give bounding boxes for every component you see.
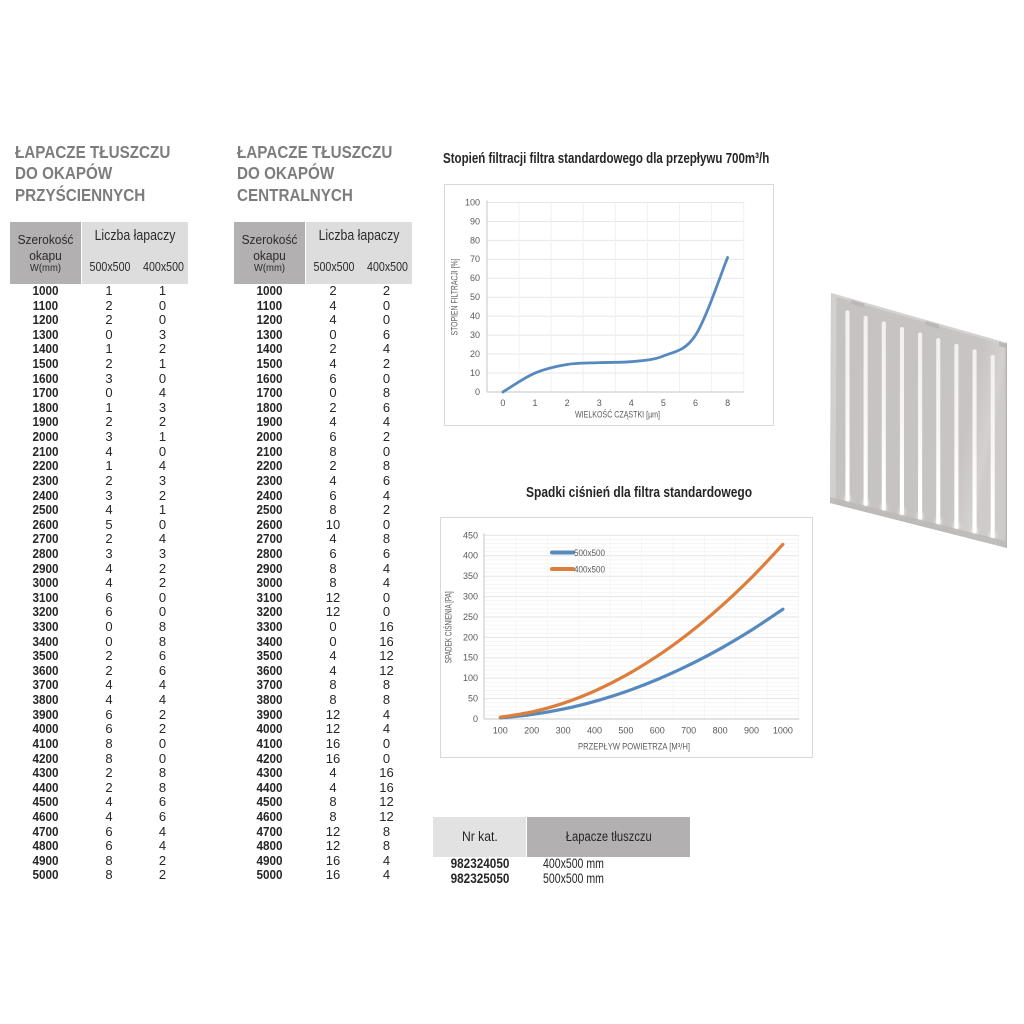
- svg-text:400: 400: [462, 551, 477, 561]
- svg-text:150: 150: [462, 653, 477, 663]
- svg-text:500: 500: [618, 726, 633, 736]
- svg-text:STOPIEŃ FILTRACJI [%]: STOPIEŃ FILTRACJI [%]: [449, 259, 459, 336]
- svg-text:50: 50: [469, 292, 479, 302]
- svg-text:10: 10: [469, 368, 479, 378]
- svg-text:6: 6: [692, 398, 697, 408]
- svg-text:400: 400: [586, 726, 601, 736]
- svg-text:5: 5: [660, 398, 665, 408]
- svg-text:90: 90: [469, 216, 479, 226]
- svg-text:100: 100: [492, 726, 507, 736]
- svg-text:80: 80: [469, 235, 479, 245]
- svg-text:600: 600: [649, 726, 664, 736]
- svg-text:450: 450: [462, 530, 477, 540]
- svg-text:250: 250: [462, 612, 477, 622]
- svg-text:4: 4: [628, 398, 633, 408]
- svg-text:800: 800: [712, 726, 727, 736]
- svg-text:700: 700: [681, 726, 696, 736]
- svg-text:100: 100: [464, 197, 479, 207]
- svg-text:3: 3: [596, 398, 601, 408]
- svg-text:300: 300: [555, 726, 570, 736]
- svg-text:500x500: 500x500: [574, 548, 605, 558]
- svg-text:100: 100: [462, 673, 477, 683]
- svg-text:350: 350: [462, 571, 477, 581]
- svg-text:0: 0: [474, 387, 479, 397]
- svg-text:200: 200: [462, 632, 477, 642]
- svg-text:900: 900: [743, 726, 758, 736]
- svg-text:300: 300: [462, 591, 477, 601]
- svg-text:PRZEPŁYW POWIETRZA [M³/H]: PRZEPŁYW POWIETRZA [M³/H]: [578, 742, 690, 752]
- svg-text:1000: 1000: [772, 726, 792, 736]
- svg-text:400x500: 400x500: [574, 565, 605, 575]
- svg-text:1: 1: [532, 398, 537, 408]
- svg-text:30: 30: [469, 330, 479, 340]
- svg-text:200: 200: [524, 726, 539, 736]
- svg-text:WIELKOŚĆ CZĄSTKI [µm]: WIELKOŚĆ CZĄSTKI [µm]: [575, 409, 660, 420]
- svg-text:0: 0: [472, 714, 477, 724]
- svg-text:2: 2: [564, 398, 569, 408]
- svg-text:70: 70: [469, 254, 479, 264]
- svg-text:40: 40: [469, 311, 479, 321]
- svg-text:60: 60: [469, 273, 479, 283]
- svg-text:SPADEK CIŚNIENIA [PA]: SPADEK CIŚNIENIA [PA]: [442, 591, 453, 663]
- svg-text:50: 50: [467, 693, 477, 703]
- svg-text:8: 8: [725, 398, 730, 408]
- svg-text:0: 0: [500, 398, 505, 408]
- svg-text:20: 20: [469, 349, 479, 359]
